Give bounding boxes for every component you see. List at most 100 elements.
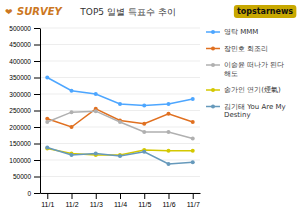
x-tick: 11/3: [90, 193, 103, 208]
y-tick: 450000: [9, 41, 40, 48]
x-tick-mark: [168, 193, 169, 199]
series-line: [47, 147, 192, 164]
series-point: [70, 89, 74, 93]
y-tick-mark: [34, 78, 40, 79]
badge-label: topstarnews: [237, 7, 293, 16]
y-tick-mark: [34, 160, 40, 161]
header: ❤ SURVEY TOP5 일별 득표수 추이 topstarnews: [5, 5, 296, 18]
x-tick: 11/4: [114, 193, 127, 208]
x-tick-mark: [120, 193, 121, 199]
legend-label: 영탁 MMM: [224, 28, 258, 36]
series-point: [70, 125, 74, 129]
y-tick: 200000: [9, 124, 40, 131]
plot: 11/1 11/2 11/3 11/4 11/5 11/6 11/7 0 50000 100000…: [9, 25, 200, 208]
x-tick-mark: [96, 193, 97, 199]
x-tick-label: 11/5: [138, 201, 151, 208]
x-tick: 11/5: [138, 193, 151, 208]
x-tick-label: 11/4: [114, 201, 127, 208]
legend-marker: [211, 47, 215, 51]
series-point: [118, 102, 122, 106]
series-point: [94, 109, 98, 113]
legend-marker: [211, 88, 215, 92]
y-tick: 100000: [9, 157, 40, 164]
series-line: [47, 111, 192, 138]
legend-item: 김기태 You Are MyDestiny: [206, 103, 286, 119]
y-tick: 350000: [9, 74, 40, 81]
y-tick-label: 200000: [9, 124, 31, 131]
legend-item: 이승윤 떠나가 된다해도: [206, 61, 284, 77]
y-tick-label: 400000: [9, 58, 31, 65]
series-point: [70, 110, 74, 114]
series-point: [94, 92, 98, 96]
series-line: [47, 78, 192, 106]
grid-line: [40, 28, 200, 29]
y-tick-mark: [34, 94, 40, 95]
legend: 영탁 MMM 장민호 회조리이승윤 떠나가 된다해도송가인 연기(煙氣) 김기태 Y…: [206, 28, 286, 119]
x-tick-label: 11/6: [162, 201, 175, 208]
y-axis-line: [40, 29, 41, 194]
series-line: [47, 109, 192, 127]
y-tick: 250000: [9, 107, 40, 114]
grid-line: [40, 160, 200, 161]
x-tick-label: 11/7: [187, 201, 200, 208]
series-point: [70, 153, 74, 157]
grid-line: [40, 77, 200, 78]
grid-line: [40, 44, 200, 45]
y-tick-label: 350000: [9, 74, 31, 81]
x-tick: 11/1: [41, 193, 54, 208]
y-tick-label: 450000: [9, 41, 31, 48]
x-tick-label: 11/1: [41, 201, 54, 208]
series-point: [191, 137, 195, 141]
series-point: [142, 104, 146, 108]
survey-label: SURVEY: [17, 6, 64, 17]
x-tick-label: 11/2: [65, 201, 78, 208]
grid-line: [40, 94, 200, 95]
legend-marker: [211, 30, 215, 34]
series-point: [45, 120, 49, 124]
legend-marker: [211, 105, 215, 109]
y-tick: 400000: [9, 58, 40, 65]
x-tick-mark: [144, 193, 145, 199]
icon: ❤: [5, 7, 13, 17]
y-axis: 0 50000 100000 150000 200000 250000 300000 3500…: [9, 25, 40, 197]
series-point: [191, 120, 195, 124]
x-tick: 11/7: [187, 193, 200, 208]
series-point: [142, 150, 146, 154]
y-tick-label: 250000: [9, 107, 31, 114]
legend-item: 장민호 회조리: [206, 45, 268, 53]
x-tick-mark: [72, 193, 73, 199]
series-point: [191, 149, 195, 153]
y-tick-label: 300000: [9, 91, 31, 98]
series-point: [94, 151, 98, 155]
series-point: [45, 145, 49, 149]
y-tick-mark: [34, 28, 40, 29]
y-tick-label: 100000: [9, 157, 31, 164]
y-tick-mark: [34, 177, 40, 178]
series-point: [118, 153, 122, 157]
y-tick-label: 0: [27, 190, 31, 197]
y-tick-mark: [34, 144, 40, 145]
x-axis: 11/1 11/2 11/3 11/4 11/5 11/6 11/7: [41, 193, 201, 208]
series-point: [166, 162, 170, 166]
y-tick-label: 500000: [9, 25, 31, 32]
badge: topstarnews: [234, 5, 296, 18]
chart: ❤ SURVEY TOP5 일별 득표수 추이 topstarnews 11/1 11/2…: [0, 0, 300, 213]
grid-line: [40, 110, 200, 111]
x-tick: 11/6: [162, 193, 175, 208]
y-tick-mark: [34, 61, 40, 62]
y-tick-mark: [34, 45, 40, 46]
y-tick-mark: [34, 127, 40, 128]
series-point: [191, 160, 195, 164]
series-point: [191, 97, 195, 101]
legend-label: 송가인 연기(煙氣): [224, 86, 281, 94]
title: TOP5 일별 득표수 추이: [79, 7, 175, 17]
grid-line: [40, 127, 200, 128]
series-point: [118, 154, 122, 158]
legend-label: 장민호 회조리: [224, 45, 268, 53]
grid-line: [40, 61, 200, 62]
grid-line: [40, 176, 200, 177]
series-point: [166, 112, 170, 116]
y-tick: 150000: [9, 140, 40, 147]
y-tick-mark: [34, 193, 40, 194]
y-tick: 50000: [13, 173, 40, 180]
